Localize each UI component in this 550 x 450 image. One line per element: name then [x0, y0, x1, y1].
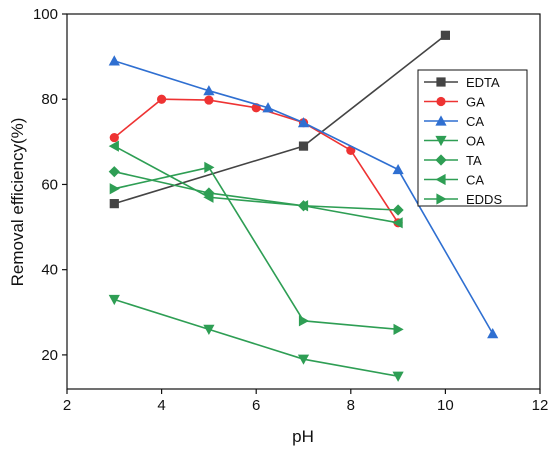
data-point [203, 85, 215, 96]
series-ca [108, 140, 403, 229]
y-tick-label: 20 [41, 347, 58, 364]
legend-marker [435, 173, 446, 186]
legend-label: OA [466, 134, 485, 149]
data-point [298, 315, 310, 327]
legend-label: EDTA [466, 75, 500, 90]
y-tick-label: 100 [33, 6, 58, 23]
legend-label: CA [466, 173, 484, 188]
legend-marker [435, 115, 447, 126]
series-edta [109, 30, 450, 209]
data-point [108, 166, 120, 178]
y-tick-label: 40 [41, 262, 58, 279]
legend-item: OA [424, 134, 485, 149]
y-tick-label: 60 [41, 176, 58, 193]
legend-marker [435, 154, 447, 166]
data-point [297, 354, 310, 365]
series-ta [108, 166, 404, 216]
series-line [114, 298, 399, 378]
legend-box [417, 69, 528, 207]
data-point [203, 191, 214, 203]
data-point [157, 94, 167, 104]
legend-item: CA [424, 114, 484, 129]
data-point [109, 132, 119, 143]
data-point [109, 199, 119, 209]
legend-item: EDTA [424, 75, 500, 90]
x-axis-title: pH [292, 427, 314, 446]
x-tick-label: 12 [532, 397, 549, 414]
legend-item: EDDS [424, 192, 502, 207]
data-point [108, 55, 120, 66]
legend-marker [436, 77, 446, 87]
data-point [109, 183, 120, 195]
x-tick-label: 4 [157, 397, 165, 414]
series-layer [108, 30, 499, 382]
x-tick-label: 8 [347, 397, 355, 414]
x-tick-label: 6 [252, 397, 260, 414]
legend-label: CA [466, 114, 484, 129]
data-point [392, 204, 404, 216]
data-point [392, 371, 404, 382]
data-point [487, 328, 499, 339]
data-point [298, 141, 309, 151]
legend-label: TA [466, 153, 482, 168]
x-tick-label: 2 [63, 397, 71, 414]
legend-label: GA [466, 95, 485, 110]
series-edds [109, 161, 404, 335]
data-point [108, 140, 119, 152]
legend-item: GA [424, 95, 485, 110]
data-point [204, 95, 214, 105]
series-line [114, 60, 494, 335]
series-oa [108, 294, 404, 382]
series-line [113, 145, 399, 224]
legend-marker [435, 135, 447, 147]
legend-marker [436, 96, 446, 107]
data-point [297, 200, 309, 212]
data-point [440, 30, 450, 40]
axes: 2 4 6 8 10 12 20 40 60 80 100 [33, 6, 548, 414]
data-point [392, 163, 404, 175]
data-point [108, 294, 120, 306]
data-point [392, 217, 403, 229]
series-ca [108, 55, 499, 339]
series-line [114, 34, 446, 205]
data-point [393, 323, 404, 335]
legend-label: EDDS [466, 192, 502, 207]
y-axis-title: Removal efficiency(%) [8, 118, 27, 287]
series-line [114, 166, 399, 331]
data-point [297, 117, 310, 128]
x-tick-label: 10 [437, 397, 454, 414]
data-point [204, 161, 215, 174]
data-point [262, 102, 274, 113]
legend-marker [436, 193, 447, 205]
y-tick-label: 80 [41, 91, 58, 108]
legend: EDTA GA CA OA TA CA EDDS [417, 69, 528, 207]
series-line [114, 170, 399, 211]
legend-item: CA [424, 173, 484, 188]
data-point [203, 324, 215, 335]
plot-area-frame [66, 13, 541, 390]
legend-item: TA [424, 153, 482, 168]
